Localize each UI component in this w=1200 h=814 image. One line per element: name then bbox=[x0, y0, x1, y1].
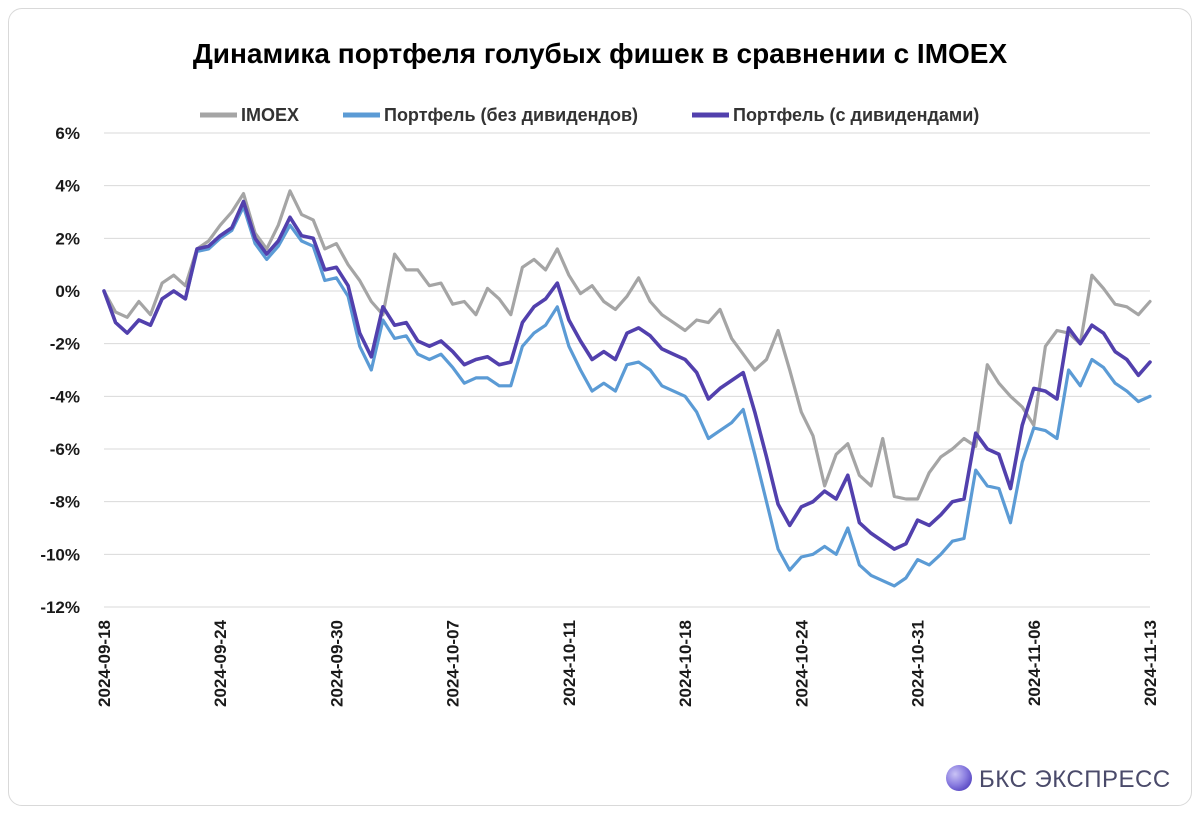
y-tick-label: -6% bbox=[50, 440, 80, 459]
gridlines bbox=[104, 132, 1150, 608]
y-tick-label: -12% bbox=[40, 598, 80, 617]
x-tick-label: 2024-10-07 bbox=[444, 620, 463, 707]
y-tick-label: 4% bbox=[55, 177, 80, 196]
series-line-3 bbox=[102, 199, 1152, 551]
chart-title: Динамика портфеля голубых фишек в сравне… bbox=[193, 38, 1008, 69]
brand-name: БКС ЭКСПРЕСС bbox=[979, 766, 1171, 793]
y-tick-label: 0% bbox=[55, 282, 80, 301]
y-axis-ticks: 6% 4% 2% 0% -2% -4% -6% -8% -10% -12% bbox=[40, 124, 80, 617]
legend-label: Портфель (с дивидендами) bbox=[733, 105, 979, 125]
x-tick-label: 2024-09-18 bbox=[95, 620, 114, 707]
chart-card bbox=[8, 8, 1192, 806]
y-tick-label: -8% bbox=[50, 493, 80, 512]
x-tick-label: 2024-11-13 bbox=[1141, 620, 1160, 706]
x-tick-label: 2024-09-24 bbox=[211, 619, 230, 707]
series-group bbox=[102, 189, 1152, 588]
y-tick-label: 2% bbox=[55, 229, 80, 248]
x-axis-ticks: 2024-09-18 2024-09-24 2024-09-30 2024-10-07… bbox=[95, 619, 1160, 707]
brand-logo: БКС ЭКСПРЕСС bbox=[946, 765, 1171, 793]
x-tick-label: 2024-11-06 bbox=[1025, 620, 1044, 706]
y-tick-label: -10% bbox=[40, 545, 80, 564]
legend: IMOEX Портфель (без дивидендов) Портфель (… bbox=[200, 105, 979, 125]
legend-label: Портфель (без дивидендов) bbox=[384, 105, 638, 125]
x-tick-label: 2024-09-30 bbox=[327, 620, 346, 707]
y-tick-label: -4% bbox=[50, 387, 80, 406]
y-tick-label: 6% bbox=[55, 124, 80, 143]
x-tick-label: 2024-10-31 bbox=[909, 620, 928, 707]
legend-label: IMOEX bbox=[241, 105, 299, 125]
x-tick-label: 2024-10-11 bbox=[560, 620, 579, 706]
brand-logo-icon bbox=[946, 765, 972, 791]
series-line-2 bbox=[102, 205, 1152, 588]
y-tick-label: -2% bbox=[50, 335, 80, 354]
x-tick-label: 2024-10-18 bbox=[676, 620, 695, 707]
series-line-1 bbox=[102, 189, 1152, 501]
x-tick-label: 2024-10-24 bbox=[792, 619, 811, 707]
